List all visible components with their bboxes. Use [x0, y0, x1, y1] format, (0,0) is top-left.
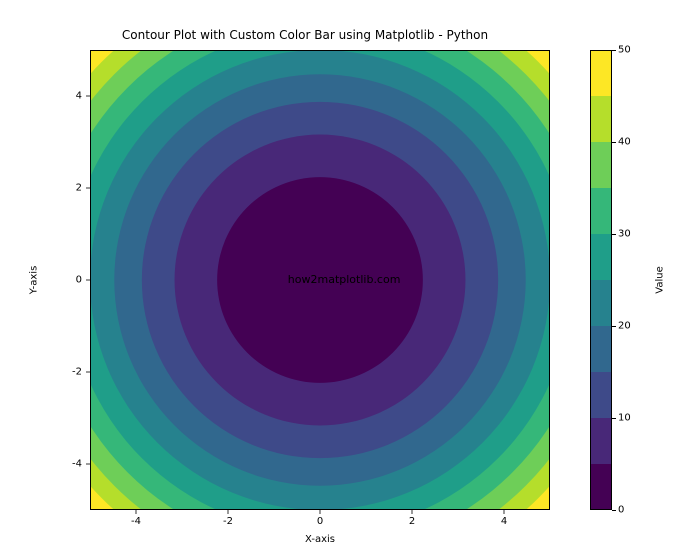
colorbar-label: Value	[655, 266, 666, 293]
x-tick-label: 4	[501, 516, 507, 527]
colorbar-tick-label: 10	[618, 413, 631, 424]
colorbar-tick-label: 40	[618, 137, 631, 148]
colorbar-tick-label: 30	[618, 229, 631, 240]
x-tick-label: -4	[131, 516, 141, 527]
y-tick-label: 2	[58, 183, 82, 194]
colorbar-segment	[590, 234, 612, 280]
colorbar-tick-label: 20	[618, 321, 631, 332]
colorbar-segment	[590, 418, 612, 464]
colorbar	[590, 50, 612, 510]
y-tick-label: -4	[58, 459, 82, 470]
colorbar-segment	[590, 188, 612, 234]
y-tick-label: 0	[58, 275, 82, 286]
colorbar-tick	[612, 234, 616, 235]
colorbar-tick-label: 0	[618, 505, 624, 516]
colorbar-segment	[590, 280, 612, 326]
x-tick-label: 2	[409, 516, 415, 527]
colorbar-tick	[612, 326, 616, 327]
x-axis-label: X-axis	[305, 534, 335, 545]
colorbar-tick	[612, 418, 616, 419]
y-axis-label: Y-axis	[29, 266, 40, 295]
y-tick-label: -2	[58, 367, 82, 378]
x-tick-label: -2	[223, 516, 233, 527]
colorbar-tick-label: 50	[618, 45, 631, 56]
colorbar-tick	[612, 142, 616, 143]
contour-plot	[90, 50, 550, 510]
colorbar-segment	[590, 50, 612, 96]
colorbar-segment	[590, 372, 612, 418]
x-tick-label: 0	[317, 516, 323, 527]
chart-title: Contour Plot with Custom Color Bar using…	[0, 28, 610, 42]
colorbar-segment	[590, 326, 612, 372]
y-tick-label: 4	[58, 91, 82, 102]
colorbar-segment	[590, 142, 612, 188]
plot-area	[90, 50, 550, 510]
colorbar-tick	[612, 510, 616, 511]
colorbar-segment	[590, 96, 612, 142]
colorbar-tick	[612, 50, 616, 51]
figure: Contour Plot with Custom Color Bar using…	[0, 0, 700, 560]
colorbar-segment	[590, 464, 612, 510]
